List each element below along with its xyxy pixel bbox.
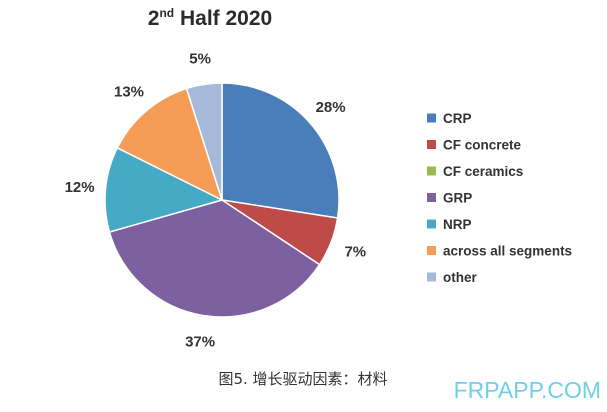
legend-label-cf-ceramics: CF ceramics bbox=[443, 164, 523, 179]
legend-swatch-across-all-segments bbox=[427, 246, 436, 255]
percent-label-across-all-segments: 13% bbox=[114, 83, 144, 100]
legend-label-grp: GRP bbox=[443, 191, 472, 206]
percent-label-nrp: 12% bbox=[65, 179, 95, 196]
title-rest: Half 2020 bbox=[174, 7, 272, 30]
legend-swatch-nrp bbox=[427, 219, 436, 229]
legend-label-across-all-segments: across all segments bbox=[443, 244, 572, 259]
chart-title: 2nd Half 2020 bbox=[148, 6, 272, 30]
percent-label-grp: 37% bbox=[185, 333, 215, 350]
legend-label-cf-concrete: CF concrete bbox=[443, 138, 522, 153]
pie-slices bbox=[104, 82, 340, 318]
legend-label-nrp: NRP bbox=[443, 217, 472, 232]
legend-swatch-crp bbox=[427, 113, 436, 123]
slice-across-all-segments bbox=[116, 87, 224, 202]
figure-caption: 图5. 增长驱动因素：材料 bbox=[218, 370, 387, 388]
watermark-text: FRPAPP.COM bbox=[454, 377, 601, 403]
slice-grp bbox=[108, 199, 321, 318]
slice-other bbox=[185, 82, 223, 201]
legend-swatch-other bbox=[427, 272, 436, 282]
legend-label-other: other bbox=[443, 270, 477, 285]
legend: CRP CF concrete CF ceramics GRP NRP across al… bbox=[427, 111, 572, 285]
legend-swatch-cf-ceramics bbox=[427, 166, 436, 176]
slice-crp bbox=[221, 82, 340, 219]
legend-swatch-cf-concrete bbox=[427, 140, 436, 149]
title-superscript: nd bbox=[159, 6, 174, 20]
legend-swatch-grp bbox=[427, 193, 436, 202]
title-main: 2 bbox=[148, 7, 160, 30]
legend-label-crp: CRP bbox=[443, 111, 472, 126]
slice-nrp bbox=[104, 146, 225, 233]
percent-label-other: 5% bbox=[189, 51, 211, 68]
percent-label-crp: 28% bbox=[316, 99, 346, 116]
percent-labels: 28% 7% 37% 12% 13% 5% bbox=[65, 51, 367, 351]
percent-label-cf-concrete: 7% bbox=[344, 244, 366, 261]
